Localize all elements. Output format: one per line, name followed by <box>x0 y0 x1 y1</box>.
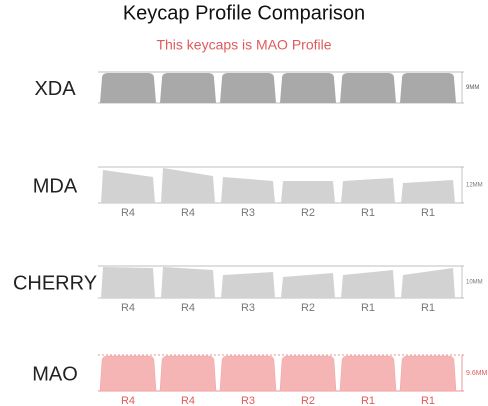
subtitle: This keycaps is MAO Profile <box>156 37 331 53</box>
height-label: 10MM <box>466 280 483 286</box>
row-label: R1 <box>361 302 375 314</box>
keycap <box>221 177 275 203</box>
keycap <box>341 178 395 203</box>
keycap <box>160 73 216 103</box>
title: Keycap Profile Comparison <box>123 2 365 24</box>
row-label: R2 <box>301 207 315 219</box>
keycap <box>341 270 395 298</box>
profile-name: CHERRY <box>13 272 97 294</box>
profile-name: MDA <box>33 175 78 197</box>
keycap <box>221 272 275 298</box>
row-label: R1 <box>361 207 375 219</box>
row-label: R1 <box>421 207 435 219</box>
keycap <box>101 170 155 203</box>
row-label: R4 <box>181 207 195 219</box>
keycap <box>339 355 397 392</box>
height-label: 12MM <box>466 183 483 189</box>
row-label: R4 <box>121 302 135 314</box>
keycap <box>161 168 215 203</box>
keycap <box>400 73 456 103</box>
row-label: R4 <box>181 395 195 406</box>
keycap <box>101 267 155 298</box>
keycap <box>401 268 455 298</box>
keycap <box>399 355 457 392</box>
keycap <box>401 180 455 203</box>
keycap <box>100 73 156 103</box>
row-label: R1 <box>421 395 435 406</box>
row-label: R1 <box>361 395 375 406</box>
keycap <box>340 73 396 103</box>
row-label: R2 <box>301 395 315 406</box>
keycap <box>159 355 217 392</box>
row-label: R2 <box>301 302 315 314</box>
keycap <box>281 273 335 298</box>
height-label: 9.6MM <box>466 370 488 377</box>
keycap <box>219 355 277 392</box>
keycap <box>161 267 215 298</box>
profile-name: XDA <box>34 78 76 100</box>
row-label: R4 <box>181 302 195 314</box>
height-label: 9MM <box>466 85 479 91</box>
row-label: R3 <box>241 302 255 314</box>
keycap <box>99 355 157 392</box>
keycap <box>220 73 276 103</box>
row-label: R4 <box>121 207 135 219</box>
profile-name: MAO <box>32 363 78 385</box>
keycap <box>280 73 336 103</box>
row-label: R3 <box>241 207 255 219</box>
keycap <box>279 355 337 392</box>
row-label: R3 <box>241 395 255 406</box>
keycap <box>281 181 335 203</box>
row-label: R1 <box>421 302 435 314</box>
row-label: R4 <box>121 395 135 406</box>
